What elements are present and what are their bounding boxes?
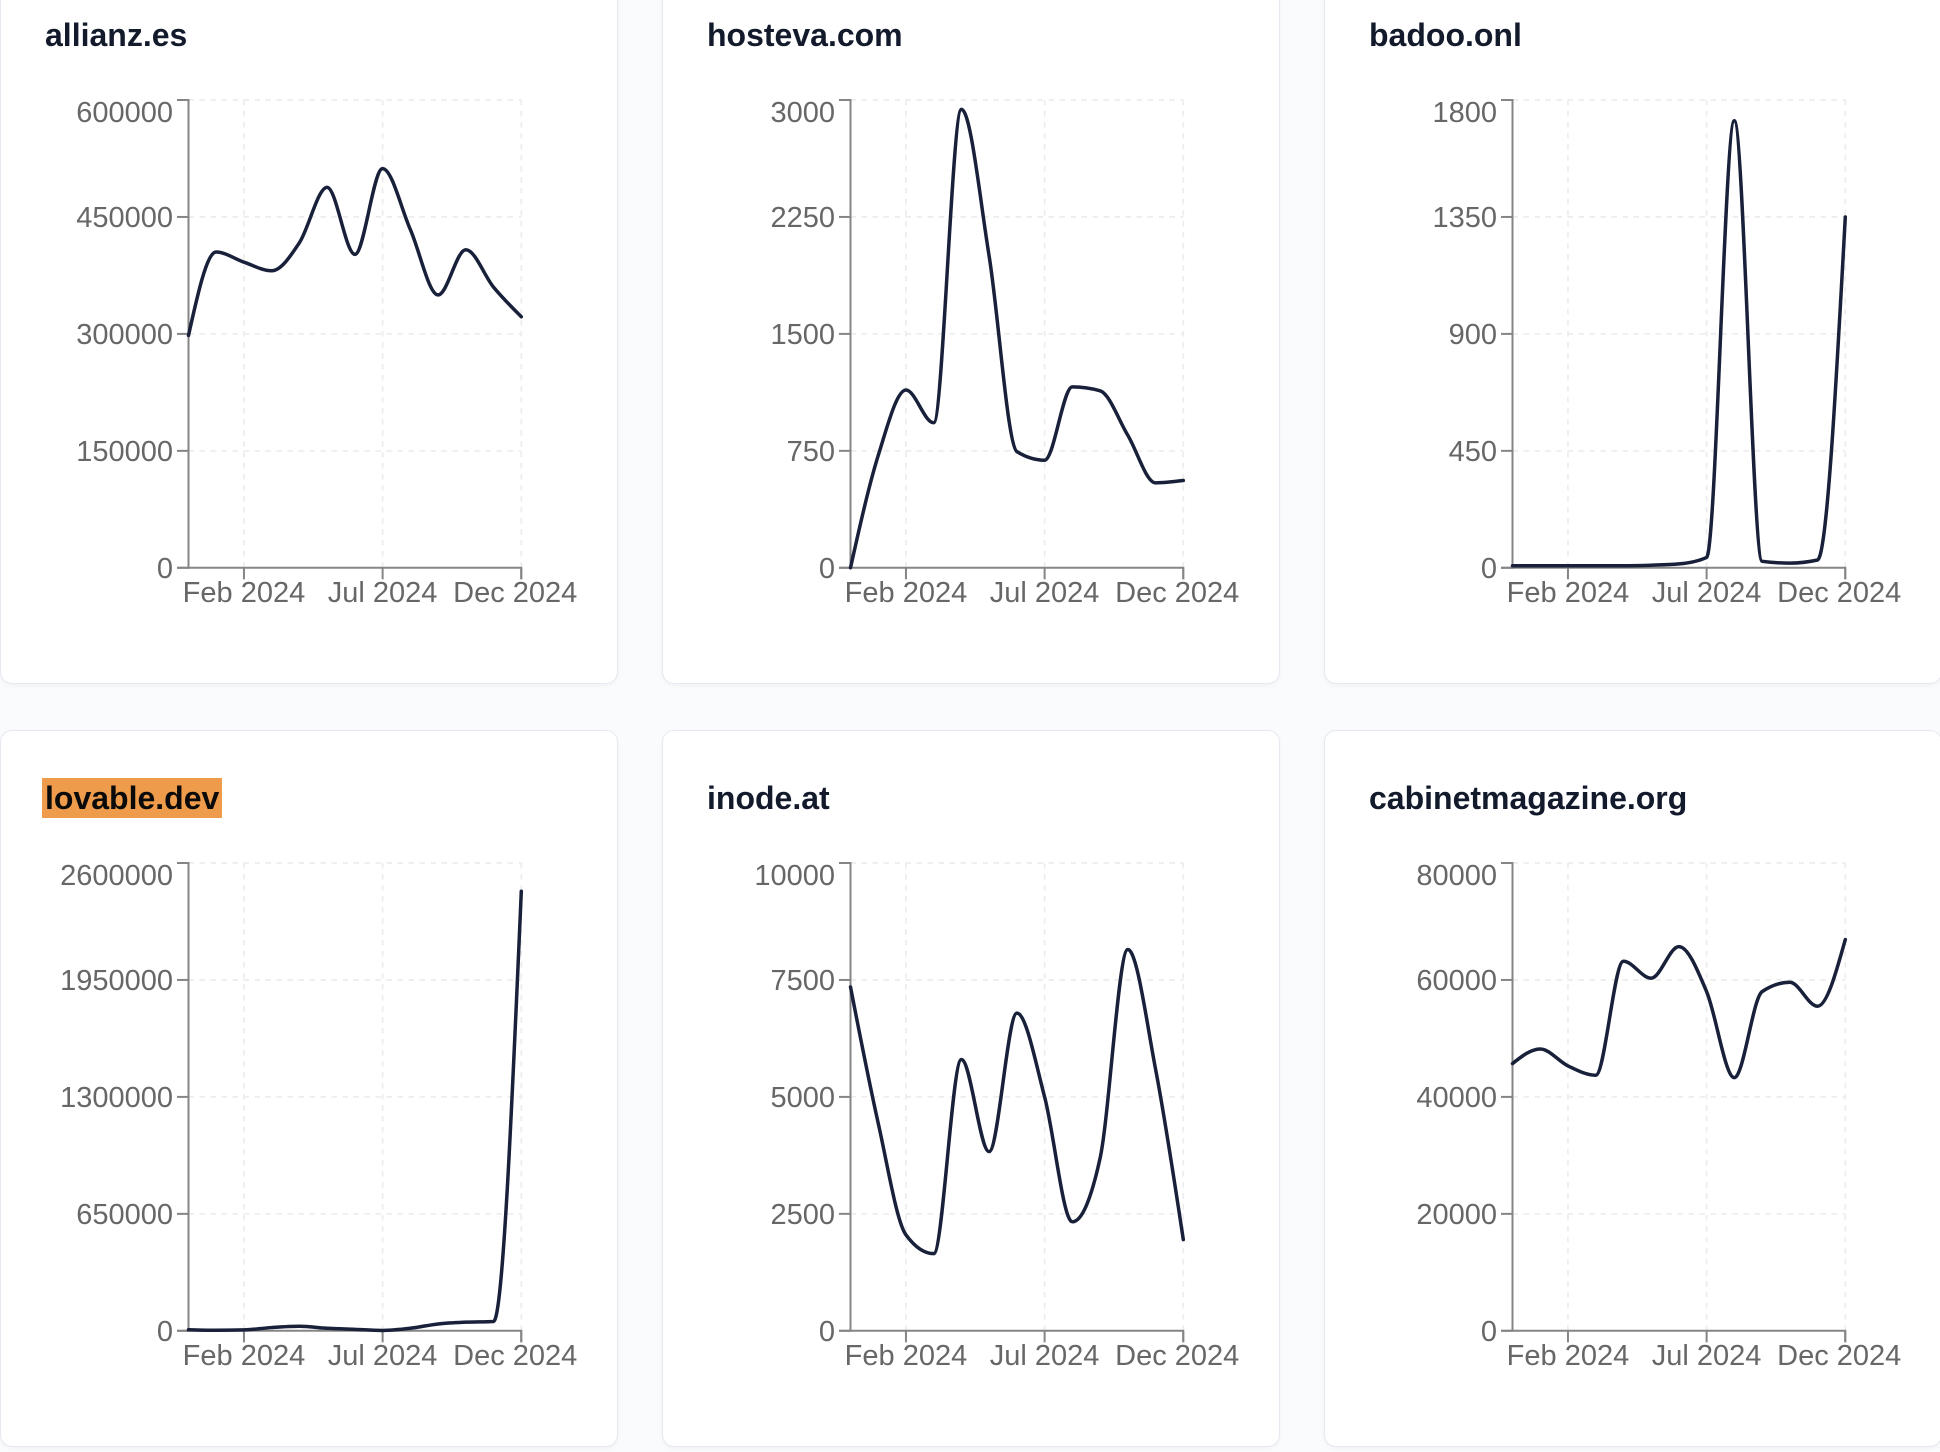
svg-text:Jul 2024: Jul 2024 [1652,577,1762,609]
svg-text:10000: 10000 [754,860,835,892]
svg-text:Jul 2024: Jul 2024 [328,577,438,609]
svg-text:60000: 60000 [1416,965,1497,997]
svg-text:750: 750 [787,436,835,468]
svg-text:450000: 450000 [76,202,173,234]
svg-text:80000: 80000 [1416,860,1497,892]
svg-text:650000: 650000 [76,1199,173,1231]
svg-text:0: 0 [1481,1316,1497,1348]
svg-text:Jul 2024: Jul 2024 [1652,1340,1762,1372]
svg-text:2250: 2250 [770,202,835,234]
svg-text:1800: 1800 [1432,97,1497,129]
svg-text:40000: 40000 [1416,1082,1497,1114]
svg-text:150000: 150000 [76,436,173,468]
svg-text:3000: 3000 [770,97,835,129]
svg-text:Feb 2024: Feb 2024 [845,1340,968,1372]
svg-text:Feb 2024: Feb 2024 [183,577,306,609]
svg-text:0: 0 [819,553,835,585]
svg-text:1300000: 1300000 [60,1082,173,1114]
svg-text:Feb 2024: Feb 2024 [1507,577,1630,609]
svg-text:Dec 2024: Dec 2024 [1777,1340,1901,1372]
svg-text:5000: 5000 [770,1082,835,1114]
svg-text:0: 0 [819,1316,835,1348]
svg-text:0: 0 [1481,553,1497,585]
svg-text:900: 900 [1449,319,1497,351]
svg-text:450: 450 [1449,436,1497,468]
svg-text:Jul 2024: Jul 2024 [990,577,1100,609]
svg-text:1350: 1350 [1432,202,1497,234]
svg-text:Dec 2024: Dec 2024 [1777,577,1901,609]
svg-text:2600000: 2600000 [60,860,173,892]
svg-text:1500: 1500 [770,319,835,351]
svg-text:Feb 2024: Feb 2024 [845,577,968,609]
svg-text:Feb 2024: Feb 2024 [183,1340,306,1372]
svg-text:Dec 2024: Dec 2024 [453,577,577,609]
svg-text:Dec 2024: Dec 2024 [1115,577,1239,609]
svg-text:1950000: 1950000 [60,965,173,997]
svg-text:600000: 600000 [76,97,173,129]
svg-text:Jul 2024: Jul 2024 [328,1340,438,1372]
svg-text:7500: 7500 [770,965,835,997]
svg-text:Dec 2024: Dec 2024 [453,1340,577,1372]
svg-text:0: 0 [157,1316,173,1348]
svg-text:Jul 2024: Jul 2024 [990,1340,1100,1372]
svg-text:300000: 300000 [76,319,173,351]
svg-text:Dec 2024: Dec 2024 [1115,1340,1239,1372]
svg-text:0: 0 [157,553,173,585]
svg-text:Feb 2024: Feb 2024 [1507,1340,1630,1372]
svg-text:2500: 2500 [770,1199,835,1231]
svg-text:20000: 20000 [1416,1199,1497,1231]
